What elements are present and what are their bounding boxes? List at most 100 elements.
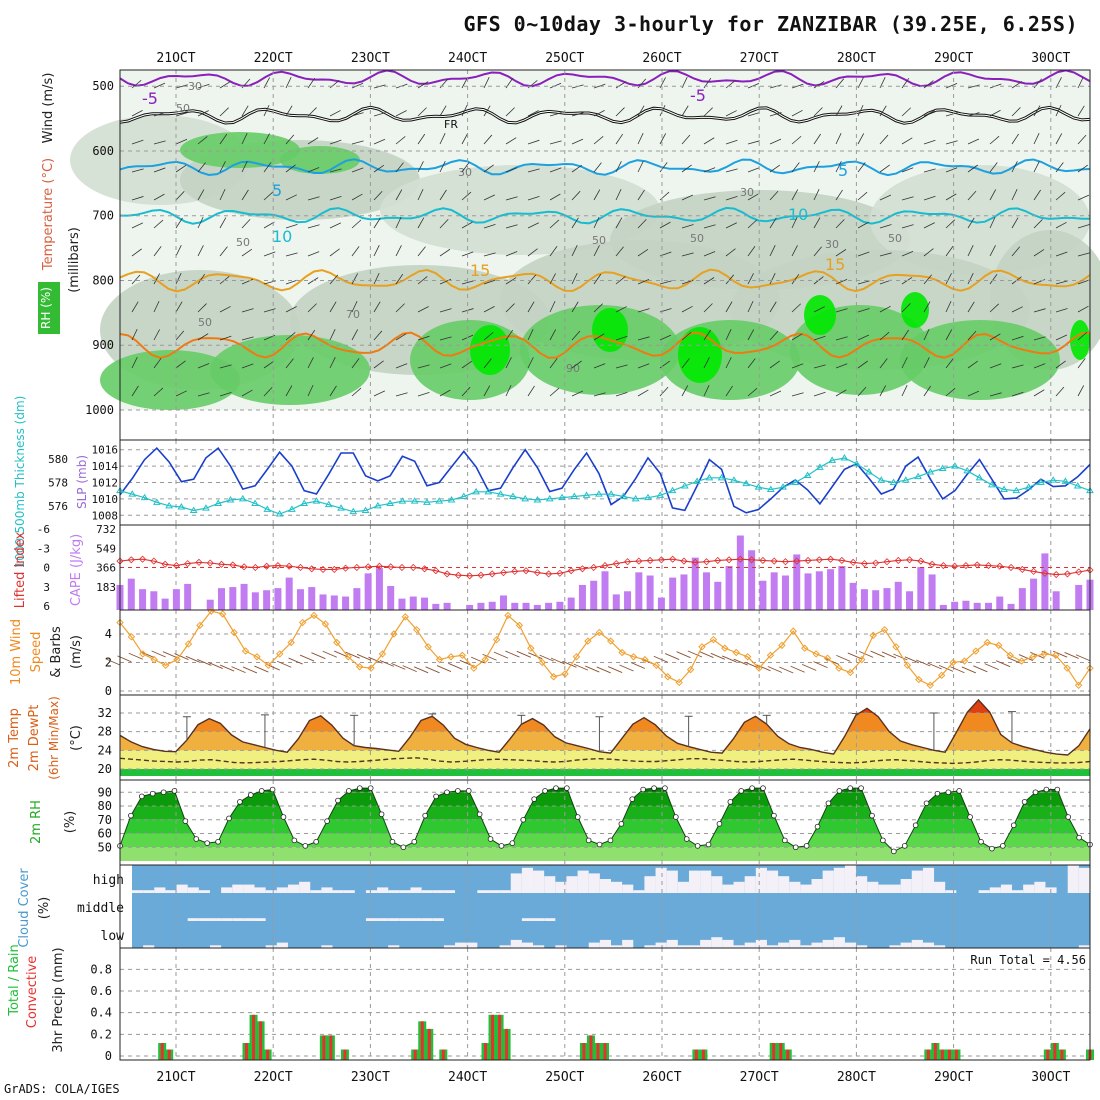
thickness-marker (558, 493, 566, 501)
lifted-index-marker (1063, 570, 1072, 578)
cloud-high-bar (232, 884, 244, 893)
surface-wind-barb (105, 658, 121, 666)
lifted-index-marker (1018, 565, 1026, 573)
wind-barb (747, 387, 758, 397)
wind-barb (329, 196, 342, 201)
wind-barb (131, 301, 139, 313)
contour-label: 50 (592, 234, 606, 247)
lifted-index-y-tick: 6 (43, 600, 50, 613)
wind-barb (373, 217, 381, 229)
lifted-index-marker (872, 559, 880, 567)
wind-barb (681, 105, 689, 117)
wind-barb (857, 221, 869, 229)
rh-band (120, 792, 1090, 806)
ylabel-cloud: Cloud Cover (17, 868, 32, 948)
cloud-high-bar (711, 876, 723, 893)
wind-barb (615, 217, 623, 229)
surface-wind-barb (219, 664, 235, 672)
wind-barb (967, 112, 980, 117)
wind-barb (417, 107, 427, 117)
wind-barb (747, 112, 760, 117)
wind-barb (1077, 164, 1089, 173)
wind-barb (835, 78, 845, 89)
cape-bar (849, 582, 857, 610)
rh-contour-area (380, 165, 660, 255)
wind-barb (923, 139, 936, 145)
contour-label: 30 (740, 186, 754, 199)
wind-barb (1077, 105, 1085, 117)
wind-barb (549, 112, 562, 117)
wind-barb (791, 333, 803, 341)
rh-marker (313, 838, 319, 845)
cloud-high-bar (722, 884, 734, 893)
thickness-marker (594, 490, 603, 497)
wind-barb (219, 364, 232, 369)
wind-barb (351, 140, 364, 145)
precip-convective-bar (343, 1049, 347, 1060)
lifted-index-marker (928, 560, 936, 568)
wind-barb (879, 164, 890, 173)
rh-legend-swatch (38, 282, 60, 334)
lifted-index-marker (161, 560, 169, 568)
precip-convective-bar (498, 1014, 502, 1060)
wind-barb (439, 161, 446, 173)
wind-barb (351, 358, 360, 369)
surface-wind-barb (950, 666, 965, 674)
wind-barb (483, 134, 493, 145)
precip-convective-bar (1060, 1049, 1064, 1060)
cloud-bg (132, 865, 1090, 948)
wind-barb (1077, 134, 1087, 145)
thickness-marker (140, 493, 149, 501)
wind-barb (703, 277, 715, 285)
lifted-index-marker (748, 556, 756, 564)
wind-barb (1033, 189, 1041, 201)
wind-speed-marker (504, 611, 512, 620)
cloud-low-bar (521, 942, 534, 948)
wind-barb (241, 189, 249, 201)
lifted-index-marker (499, 569, 508, 577)
thickness-marker (852, 459, 861, 467)
bottom-date-label: 29OCT (934, 1070, 973, 1085)
rh-contour-area (1070, 320, 1090, 360)
wind-barb (769, 112, 782, 117)
cape-bar (928, 574, 936, 610)
wind-barb (813, 246, 822, 257)
wind-speed-marker (435, 655, 444, 664)
cape-bar (804, 573, 812, 610)
wind-barb (197, 216, 204, 229)
lifted-index-marker (827, 555, 835, 563)
precip-run-total: Run Total = 4.56 (970, 953, 1086, 967)
wind-speed-marker (755, 664, 763, 672)
thickness-marker (644, 493, 652, 501)
cape-bar (657, 597, 665, 610)
cloud-high-bar (165, 890, 177, 893)
cloud-high-bar (833, 867, 845, 893)
cloud-high-bar (488, 890, 500, 893)
rh-contour-area (410, 320, 530, 400)
wind-barb (725, 328, 732, 341)
thickness-marker (459, 492, 468, 499)
rh-marker (455, 788, 461, 794)
thickness-marker (963, 466, 972, 474)
cape-bar (578, 584, 586, 610)
isotherm-20 (119, 331, 1091, 359)
precip-y-tick: 0.2 (90, 1027, 112, 1041)
wind-barb (461, 386, 471, 397)
bottom-date-label: 27OCT (740, 1070, 779, 1085)
thickness-marker (263, 505, 272, 512)
cloud-high-bar (198, 890, 210, 893)
cloud-low-bar (499, 945, 511, 948)
thickness-marker (423, 498, 431, 505)
wind-speed-marker (321, 620, 330, 628)
wind-barb (373, 390, 386, 397)
wind-barb (769, 84, 782, 89)
wind-speed-marker (778, 641, 786, 650)
temp-band (120, 769, 1090, 776)
lifted-index-marker (736, 555, 744, 563)
wind-barb (967, 273, 974, 285)
wind-speed-marker (743, 653, 752, 661)
thickness-marker (840, 454, 849, 461)
cloud-high-bar (410, 887, 422, 893)
wind-speed-marker (915, 675, 923, 684)
wind-barb (989, 392, 1002, 397)
